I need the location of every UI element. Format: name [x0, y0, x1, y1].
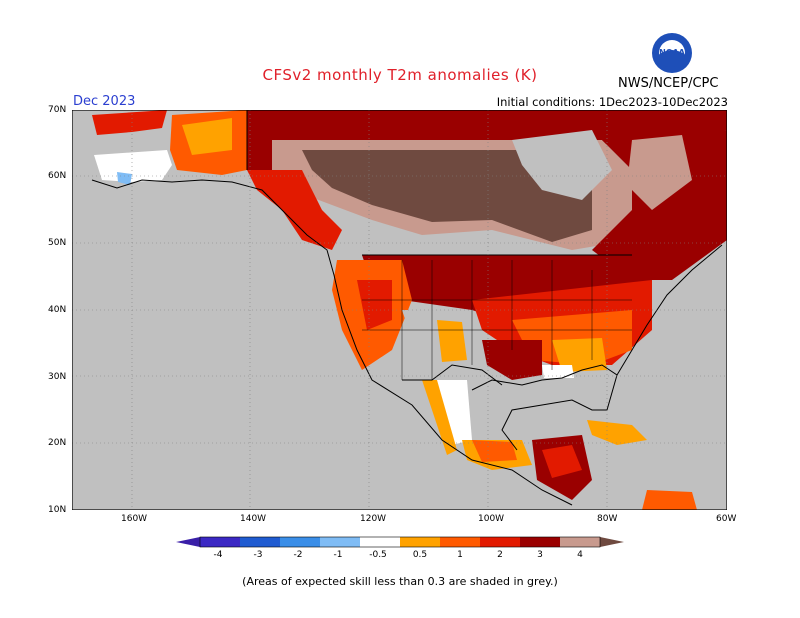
gulf-coast-white — [542, 365, 574, 378]
colorbar-tick: 1 — [457, 550, 463, 560]
colorbar-arrow-left — [176, 537, 200, 547]
lon-label-160w: 160W — [121, 514, 148, 524]
mexico-south-orange-red — [472, 440, 517, 462]
forecast-month: Dec 2023 — [73, 94, 136, 109]
southwest-orange — [437, 320, 467, 362]
colorbar-tick: -0.5 — [369, 550, 387, 560]
texas-dark-red — [482, 340, 542, 380]
colorbar-tick: -4 — [214, 550, 223, 560]
colorbar-tick: 2 — [497, 550, 503, 560]
canada-brown-core — [302, 150, 592, 242]
graticule — [72, 110, 727, 510]
bc-red — [247, 170, 342, 250]
noaa-logo: NOAA — [651, 32, 693, 74]
colorbar-bin-neg2-neg1 — [280, 537, 320, 547]
alaska-near-normal — [94, 150, 172, 182]
lat-label-20n: 20N — [48, 438, 67, 448]
colorbar-tick: -3 — [254, 550, 263, 560]
south-america-orange-red — [642, 490, 697, 510]
lon-label-60w: 60W — [716, 514, 737, 524]
alaska-cool-patch — [117, 172, 132, 185]
alaska-orange — [182, 118, 232, 155]
hudson-bay-grey — [512, 130, 612, 200]
colorbar-tick: -1 — [334, 550, 343, 560]
lat-label-40n: 40N — [48, 305, 67, 315]
colorbar-arrow-right — [600, 537, 624, 547]
state-borders — [362, 260, 632, 380]
colorbar-bin-4-plus — [560, 537, 600, 547]
colorbar-bin-neg3-neg2 — [240, 537, 280, 547]
colorbar-tick: -2 — [294, 550, 303, 560]
pacific-coastline — [91, 179, 573, 506]
lat-label-50n: 50N — [48, 238, 67, 248]
colorbar-legend: -4 -3 -2 -1 -0.5 0.5 1 2 3 4 — [176, 536, 624, 560]
map-title: CFSv2 monthly T2m anomalies (K) — [262, 66, 538, 84]
east-canada-dark-red — [592, 130, 727, 280]
lon-label-80w: 80W — [597, 514, 618, 524]
central-america-red — [542, 445, 582, 478]
colorbar-tick: 3 — [537, 550, 543, 560]
lon-label-120w: 120W — [360, 514, 387, 524]
lat-label-70n: 70N — [48, 105, 67, 115]
mexico-north-white — [432, 380, 472, 445]
colorbar-bin-05-1 — [400, 537, 440, 547]
colorbar-bin-2-3 — [480, 537, 520, 547]
cuba-orange — [587, 420, 647, 445]
lon-label-100w: 100W — [478, 514, 505, 524]
us-mexico-border — [402, 364, 503, 386]
agency-label: NWS/NCEP/CPC — [618, 76, 719, 91]
alaska-north-red — [92, 110, 167, 135]
gulf-coast-orange — [552, 338, 607, 372]
colorbar-bin-neg4-neg3 — [200, 537, 240, 547]
initial-conditions: Initial conditions: 1Dec2023-10Dec2023 — [496, 95, 728, 109]
mexico-west-orange — [422, 380, 457, 455]
lon-label-140w: 140W — [240, 514, 267, 524]
skill-note: (Areas of expected skill less than 0.3 a… — [242, 575, 558, 588]
colorbar-tick: 4 — [577, 550, 583, 560]
logo-text: NOAA — [659, 48, 685, 57]
great-basin-red — [357, 280, 392, 330]
anomaly-map — [72, 110, 727, 510]
lat-label-10n: 10N — [48, 505, 67, 515]
colorbar-bin-neg1-neg05 — [320, 537, 360, 547]
colorbar-bin-1-2 — [440, 537, 480, 547]
labrador-pink — [627, 135, 692, 210]
colorbar-bin-3-4 — [520, 537, 560, 547]
colorbar-bin-neutral — [360, 537, 400, 547]
lat-label-30n: 30N — [48, 372, 67, 382]
colorbar-tick: 0.5 — [413, 550, 427, 560]
lat-label-60n: 60N — [48, 171, 67, 181]
